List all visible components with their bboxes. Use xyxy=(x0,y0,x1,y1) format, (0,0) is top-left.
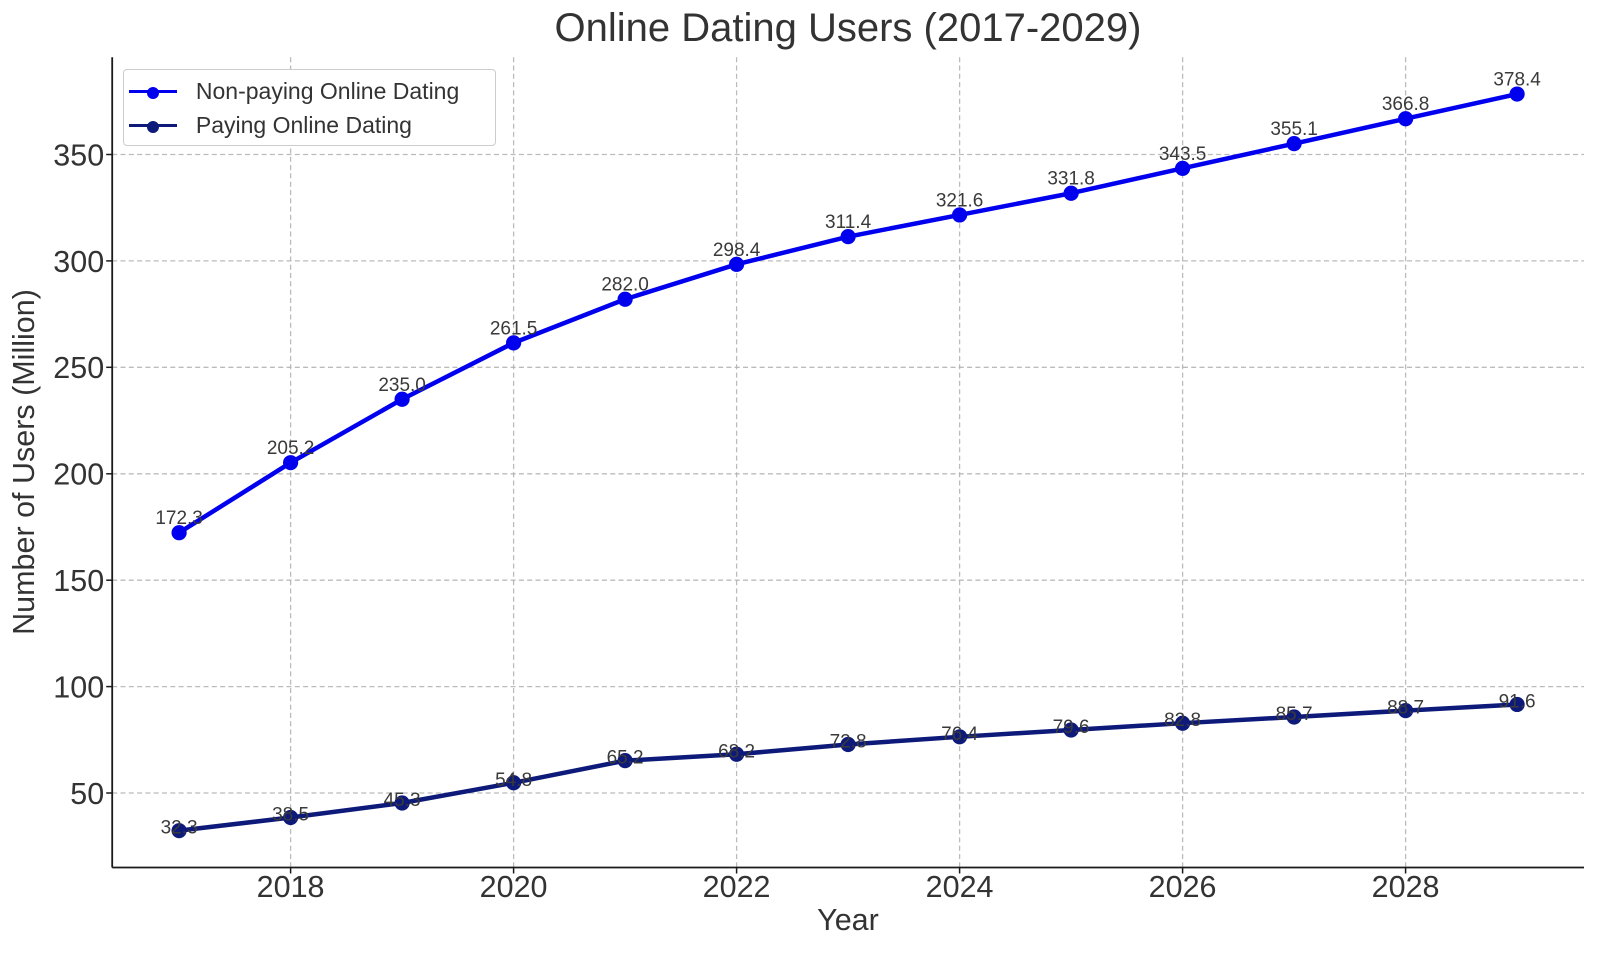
svg-text:2024: 2024 xyxy=(926,870,994,904)
svg-text:65.2: 65.2 xyxy=(607,748,644,769)
svg-text:2022: 2022 xyxy=(703,870,771,904)
svg-text:45.3: 45.3 xyxy=(384,790,421,811)
svg-text:205.2: 205.2 xyxy=(267,438,315,459)
svg-text:331.8: 331.8 xyxy=(1047,169,1095,190)
svg-text:200: 200 xyxy=(53,458,104,492)
svg-text:343.5: 343.5 xyxy=(1159,144,1207,165)
svg-text:300: 300 xyxy=(53,245,104,279)
svg-text:378.4: 378.4 xyxy=(1493,70,1541,91)
svg-text:172.3: 172.3 xyxy=(155,508,203,529)
svg-text:355.1: 355.1 xyxy=(1270,119,1318,140)
svg-text:282.0: 282.0 xyxy=(601,275,649,296)
svg-text:298.4: 298.4 xyxy=(713,240,761,261)
svg-text:91.6: 91.6 xyxy=(1499,691,1536,712)
svg-text:82.8: 82.8 xyxy=(1164,710,1201,731)
svg-text:2026: 2026 xyxy=(1149,870,1217,904)
svg-text:79.6: 79.6 xyxy=(1053,717,1090,738)
svg-text:2018: 2018 xyxy=(257,870,325,904)
svg-text:Year: Year xyxy=(817,903,879,937)
svg-text:54.8: 54.8 xyxy=(495,770,532,791)
svg-text:235.0: 235.0 xyxy=(378,375,426,396)
svg-text:Number of Users (Million): Number of Users (Million) xyxy=(7,289,41,635)
svg-text:2020: 2020 xyxy=(480,870,548,904)
svg-text:250: 250 xyxy=(53,351,104,385)
svg-text:350: 350 xyxy=(53,138,104,172)
svg-text:88.7: 88.7 xyxy=(1387,698,1424,719)
svg-text:50: 50 xyxy=(70,777,104,811)
svg-text:321.6: 321.6 xyxy=(936,190,984,211)
svg-text:366.8: 366.8 xyxy=(1382,94,1430,115)
svg-text:85.7: 85.7 xyxy=(1276,704,1313,725)
svg-text:76.4: 76.4 xyxy=(941,724,978,745)
svg-text:2028: 2028 xyxy=(1372,870,1440,904)
svg-text:68.2: 68.2 xyxy=(718,741,755,762)
svg-text:72.8: 72.8 xyxy=(830,731,867,752)
svg-text:38.5: 38.5 xyxy=(272,804,309,825)
svg-text:32.3: 32.3 xyxy=(161,818,198,839)
svg-text:100: 100 xyxy=(53,671,104,705)
svg-text:311.4: 311.4 xyxy=(825,212,872,233)
svg-text:150: 150 xyxy=(53,564,104,598)
svg-text:261.5: 261.5 xyxy=(490,318,538,339)
